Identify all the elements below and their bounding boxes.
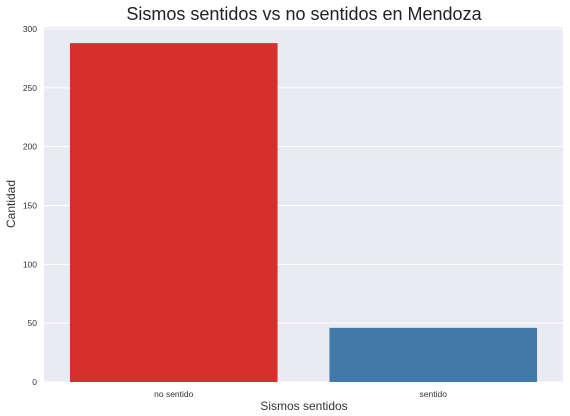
x-axis-ticks: no sentido sentido <box>154 389 447 399</box>
chart-title: Sismos sentidos vs no sentidos en Mendoz… <box>126 4 482 24</box>
bar-no-sentido <box>69 43 278 383</box>
y-tick-label: 50 <box>28 318 38 328</box>
y-tick-label: 100 <box>23 259 37 269</box>
y-axis-ticks: 0 50 100 150 200 250 300 <box>23 24 37 387</box>
x-tick-label: sentido <box>420 389 448 399</box>
x-axis-label: Sismos sentidos <box>260 399 347 413</box>
bars <box>69 43 538 383</box>
x-tick-label: no sentido <box>154 389 193 399</box>
y-tick-label: 250 <box>23 83 37 93</box>
bar-sentido <box>329 327 538 382</box>
y-tick-label: 150 <box>23 201 37 211</box>
y-tick-label: 0 <box>32 377 37 387</box>
y-tick-label: 300 <box>23 24 37 34</box>
y-axis-label: Cantidad <box>4 180 18 228</box>
y-tick-label: 200 <box>23 142 37 152</box>
